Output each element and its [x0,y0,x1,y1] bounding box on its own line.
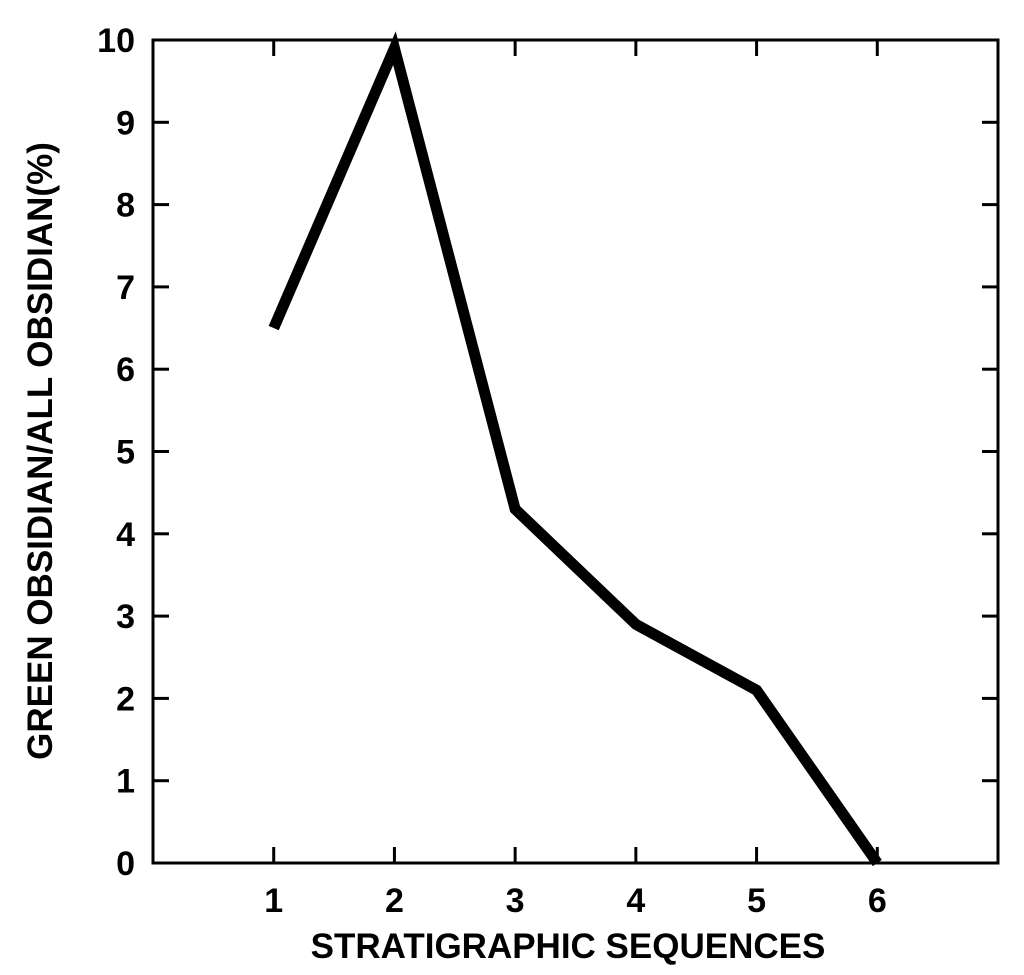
y-tick-label: 8 [116,187,135,225]
y-tick-label: 6 [116,351,135,389]
y-tick-label: 5 [116,434,135,472]
y-tick-label: 2 [116,680,135,718]
y-tick-label: 0 [116,845,135,883]
x-axis-title: STRATIGRAPHIC SEQUENCES [311,927,826,966]
y-tick-label: 1 [116,763,135,801]
x-tick-label: 4 [626,882,645,920]
data-series [268,31,882,867]
x-tick-label: 2 [385,882,404,920]
y-tick-label: 4 [116,516,135,554]
x-tick-label: 5 [747,882,766,920]
y-tick-label: 10 [97,22,135,60]
y-axis-title: GREEN OBSIDIAN/ALL OBSIDIAN(%) [21,142,60,760]
y-tick-label: 3 [116,598,135,636]
y-tick-label: 7 [116,269,135,307]
x-tick-label: 6 [868,882,887,920]
plot-area-frame [151,38,1000,865]
series-line [268,31,882,867]
y-tick-label: 9 [116,104,135,142]
x-tick-label: 1 [264,882,283,920]
x-tick-label: 3 [506,882,525,920]
axis-ticks [153,38,998,865]
axis-tick-labels: 1 2 3 4 5 6 0 1 2 3 4 5 6 7 8 9 10 [97,22,887,920]
